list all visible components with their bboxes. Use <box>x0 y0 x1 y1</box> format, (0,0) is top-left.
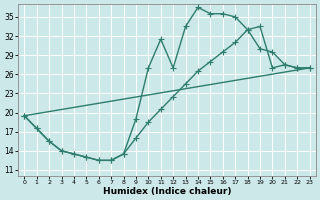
X-axis label: Humidex (Indice chaleur): Humidex (Indice chaleur) <box>103 187 231 196</box>
